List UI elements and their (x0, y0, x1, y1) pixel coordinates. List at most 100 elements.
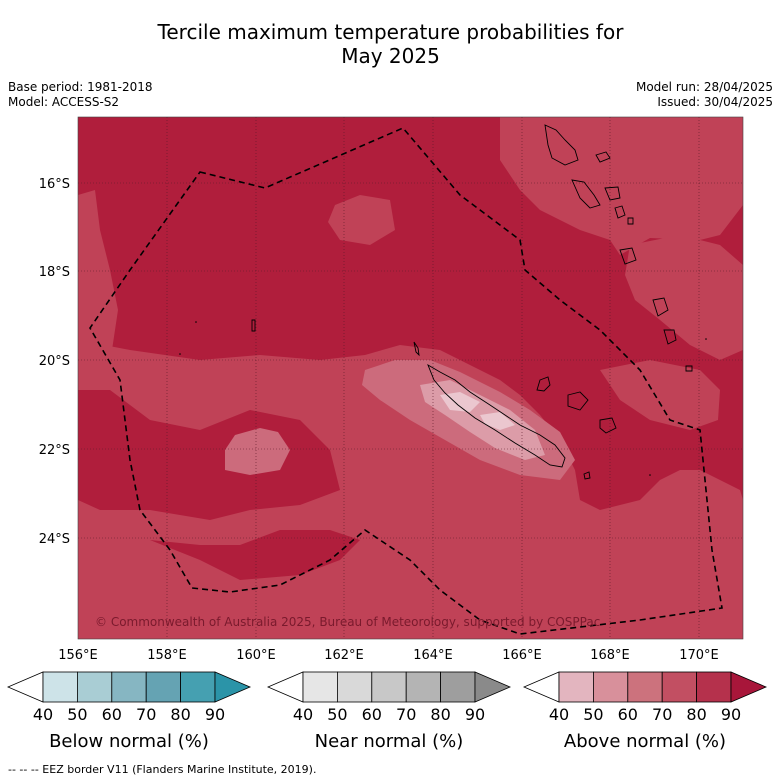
colorbar-segment (336, 671, 373, 703)
lon-tick: 170°E (679, 648, 719, 663)
colorbar-segment (661, 671, 698, 703)
lon-axis: 156°E 158°E 160°E 162°E 164°E 166°E 168°… (58, 648, 719, 663)
colorbar-tick-label: 80 (170, 705, 190, 724)
colorbar-tick-label: 80 (430, 705, 450, 724)
lat-tick: 18°S (39, 265, 70, 280)
region-80-90-south-inner (150, 530, 360, 580)
lat-tick: 16°S (39, 177, 70, 192)
colorbar-extend-high (474, 671, 512, 703)
region-70-80-west (78, 190, 118, 360)
aneityum-island (663, 329, 677, 345)
lon-tick: 158°E (147, 648, 187, 663)
colorbar-tick-label: 90 (205, 705, 225, 724)
map-frame (77, 116, 744, 640)
colorbar-label-near: Near normal (%) (315, 731, 464, 752)
colorbar-above-normal: 40 50 60 70 80 90 (522, 671, 768, 724)
region-70-80-southeast-patch (600, 360, 720, 430)
lon-tick: 156°E (58, 648, 98, 663)
belep-island (413, 341, 420, 357)
title-line-1: Tercile maximum temperature probabilitie… (157, 20, 624, 44)
tanna-island (652, 297, 669, 317)
region-70-80-east (625, 235, 743, 360)
lat-tick: 22°S (39, 443, 70, 458)
region-70-80-northeast (500, 117, 743, 255)
colorbar-tick-label: 60 (362, 705, 382, 724)
colorbar-tick-label: 70 (136, 705, 156, 724)
small-isle-2 (685, 365, 693, 372)
espiritu-santo-island (544, 124, 579, 166)
colorbar-tick-label: 50 (583, 705, 603, 724)
colorbar-tick-label: 90 (721, 705, 741, 724)
colorbar-tick-label: 90 (465, 705, 485, 724)
lifou-island (567, 391, 589, 411)
colorbar-extend-high (730, 671, 768, 703)
eez-border (89, 127, 723, 635)
small-islet-3 (649, 474, 651, 476)
base-period: Base period: 1981-2018 (8, 80, 153, 94)
colorbar-segment (405, 671, 442, 703)
meta-left: Base period: 1981-2018 Model: ACCESS-S2 (8, 80, 153, 110)
lon-tick: 166°E (502, 648, 542, 663)
map-plot: © Commonwealth of Australia 2025, Bureau… (78, 117, 743, 639)
colorbar-tick-label: 80 (686, 705, 706, 724)
colorbar-tick-label: 50 (327, 705, 347, 724)
lat-tick: 24°S (39, 532, 70, 547)
small-islet-2 (179, 353, 181, 355)
colorbar-tick-label: 40 (549, 705, 569, 724)
colorbar-extend-low (522, 671, 560, 703)
colorbar-label-above: Above normal (%) (564, 731, 726, 752)
colorbar-segment (440, 671, 476, 703)
colorbar-tick-label: 60 (618, 705, 638, 724)
page-title: Tercile maximum temperature probabilitie… (0, 20, 781, 68)
region-70-80-north-central (328, 195, 395, 245)
title-line-2: May 2025 (341, 44, 440, 68)
colorbar-tick-label: 40 (293, 705, 313, 724)
lon-tick: 164°E (413, 648, 453, 663)
colorbar-segment (302, 671, 338, 703)
colorbar-segment (627, 671, 663, 703)
colorbar-segment (558, 671, 594, 703)
colorbar-segment (696, 671, 732, 703)
colorbar-extend-low (266, 671, 304, 703)
chesterfield-islet (251, 319, 256, 332)
colorbar-segment (145, 671, 181, 703)
region-40-50-new-caledonia (440, 392, 480, 412)
banks-island (595, 151, 611, 163)
issued-date: Issued: 30/04/2025 (657, 95, 773, 109)
erromango-island (619, 247, 637, 265)
lon-tick: 168°E (590, 648, 630, 663)
meta-right: Model run: 28/04/2025 Issued: 30/04/2025 (636, 80, 773, 110)
colorbar-tick-label: 70 (396, 705, 416, 724)
colorbar-below-normal: 40 50 60 70 80 90 (6, 671, 252, 724)
colorbar-segment (593, 671, 629, 703)
colorbar-tick-label: 60 (102, 705, 122, 724)
small-islet-4 (705, 338, 707, 340)
epi-island (604, 186, 621, 201)
small-islet-1 (195, 321, 197, 323)
mare-island (599, 417, 617, 434)
colorbar-extend-low (6, 671, 44, 703)
colorbar-segment (42, 671, 78, 703)
colorbar-label-below: Below normal (%) (49, 731, 209, 752)
colorbar-tick-label: 70 (652, 705, 672, 724)
copyright-text: © Commonwealth of Australia 2025, Bureau… (95, 615, 600, 629)
region-40-50-new-caledonia-2 (480, 412, 515, 430)
colorbar-near-normal: 40 50 60 70 80 90 (266, 671, 512, 724)
small-isle-1 (627, 217, 634, 225)
colorbar-tick-label: 50 (67, 705, 87, 724)
isle-of-pines (583, 471, 591, 480)
region-60-70-west-patch (225, 428, 290, 475)
colorbar-segment (180, 671, 216, 703)
lon-tick: 160°E (236, 648, 276, 663)
lat-tick: 20°S (39, 354, 70, 369)
model-run: Model run: 28/04/2025 (635, 80, 773, 94)
malakula-island (571, 179, 601, 209)
colorbar-extend-high (214, 671, 252, 703)
ouvea-island (536, 376, 551, 392)
efate-island (614, 205, 626, 219)
colorbar-segment (371, 671, 407, 703)
footer-note: -- -- -- EEZ border V11 (Flanders Marine… (8, 763, 317, 776)
colorbar-segment (111, 671, 147, 703)
lon-tick: 162°E (324, 648, 364, 663)
model-name: Model: ACCESS-S2 (8, 95, 120, 109)
